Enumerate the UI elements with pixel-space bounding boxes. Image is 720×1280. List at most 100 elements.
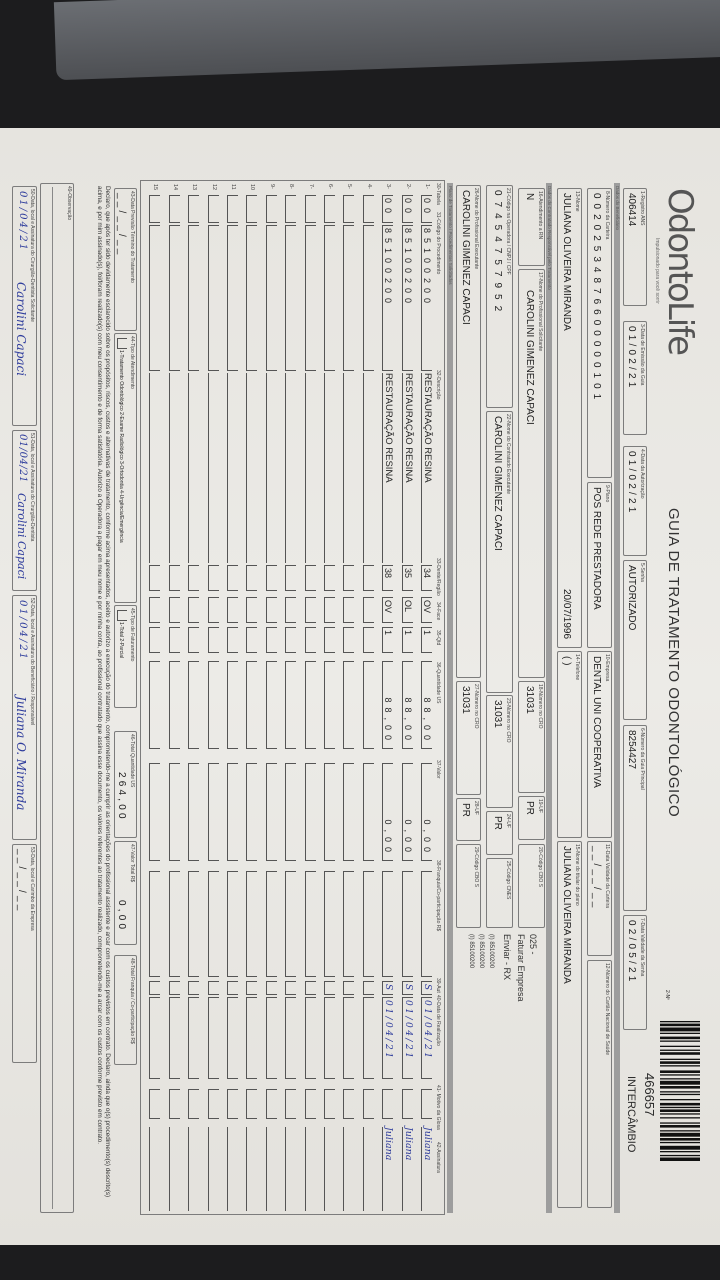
cell-data[interactable] — [227, 997, 238, 1079]
cell-tabela[interactable] — [207, 195, 219, 223]
cell-dente[interactable]: 34 — [421, 565, 432, 591]
cell-codigo[interactable]: 85100200 — [401, 225, 413, 371]
cell-tabela[interactable] — [168, 195, 180, 223]
cell-qtd[interactable] — [149, 627, 161, 653]
cell-dente[interactable] — [149, 565, 161, 591]
cell-us[interactable] — [285, 661, 297, 749]
cell-franquia[interactable] — [362, 871, 374, 977]
cell-us[interactable] — [207, 661, 219, 749]
cell-valor[interactable] — [246, 763, 258, 861]
cell-face[interactable] — [324, 597, 335, 623]
cell-motivo[interactable] — [149, 1089, 161, 1119]
cell-us[interactable] — [149, 661, 161, 749]
cell-codigo[interactable] — [149, 225, 161, 371]
cell-aut[interactable] — [343, 981, 355, 995]
cell-data[interactable]: 01/04/21 — [421, 997, 432, 1079]
cell-qtd[interactable] — [343, 627, 355, 653]
cell-codigo[interactable] — [246, 225, 258, 371]
cell-qtd[interactable] — [362, 627, 374, 653]
cell-qtd[interactable] — [324, 627, 335, 653]
cell-motivo[interactable] — [207, 1089, 219, 1119]
cell-motivo[interactable] — [304, 1089, 316, 1119]
cell-franquia[interactable] — [382, 871, 394, 977]
cell-face[interactable] — [168, 597, 180, 623]
cell-us[interactable] — [304, 661, 316, 749]
cell-aut[interactable]: S — [421, 981, 432, 995]
cell-franquia[interactable] — [285, 871, 297, 977]
cell-face[interactable]: OV — [421, 597, 432, 623]
cell-dente[interactable] — [285, 565, 297, 591]
cell-aut[interactable] — [324, 981, 335, 995]
cell-franquia[interactable] — [246, 871, 258, 977]
cell-qtd[interactable]: 1 — [401, 627, 413, 653]
cell-dente[interactable] — [246, 565, 258, 591]
cell-dente[interactable] — [304, 565, 316, 591]
cell-dente[interactable] — [168, 565, 180, 591]
cell-tabela[interactable] — [265, 195, 277, 223]
cell-motivo[interactable] — [188, 1089, 200, 1119]
cell-codigo[interactable] — [343, 225, 355, 371]
cell-franquia[interactable] — [188, 871, 200, 977]
cell-qtd[interactable] — [265, 627, 277, 653]
cell-qtd[interactable]: 1 — [421, 627, 432, 653]
cell-valor[interactable]: 0,00 — [382, 763, 394, 861]
cell-valor[interactable] — [227, 763, 238, 861]
cell-franquia[interactable] — [168, 871, 180, 977]
cell-tabela[interactable] — [227, 195, 238, 223]
cell-data[interactable] — [168, 997, 180, 1079]
cell-data[interactable] — [285, 997, 297, 1079]
tipo-faturamento-box[interactable] — [117, 610, 127, 621]
cell-face[interactable] — [343, 597, 355, 623]
tipo-atendimento-box[interactable] — [117, 338, 127, 349]
cell-data[interactable] — [265, 997, 277, 1079]
cell-aut[interactable] — [265, 981, 277, 995]
cell-codigo[interactable] — [227, 225, 238, 371]
cell-dente[interactable] — [227, 565, 238, 591]
cell-us[interactable] — [168, 661, 180, 749]
cell-valor[interactable] — [324, 763, 335, 861]
cell-tabela[interactable] — [188, 195, 200, 223]
cell-motivo[interactable] — [265, 1089, 277, 1119]
cell-aut[interactable] — [304, 981, 316, 995]
cell-motivo[interactable] — [324, 1089, 335, 1119]
cell-franquia[interactable] — [304, 871, 316, 977]
cell-tabela[interactable] — [149, 195, 161, 223]
cell-valor[interactable] — [362, 763, 374, 861]
cell-dente[interactable]: 35 — [401, 565, 413, 591]
cell-dente[interactable] — [343, 565, 355, 591]
cell-data[interactable] — [188, 997, 200, 1079]
cell-data[interactable] — [362, 997, 374, 1079]
cell-franquia[interactable] — [265, 871, 277, 977]
cell-qtd[interactable] — [207, 627, 219, 653]
cell-dente[interactable] — [362, 565, 374, 591]
cell-face[interactable] — [362, 597, 374, 623]
cell-qtd[interactable] — [188, 627, 200, 653]
cell-aut[interactable] — [246, 981, 258, 995]
cell-valor[interactable] — [168, 763, 180, 861]
cell-us[interactable] — [188, 661, 200, 749]
cell-codigo[interactable] — [285, 225, 297, 371]
cell-qtd[interactable]: 1 — [382, 627, 394, 653]
cell-dente[interactable] — [265, 565, 277, 591]
cell-franquia[interactable] — [227, 871, 238, 977]
cell-us[interactable]: 88,00 — [382, 661, 394, 749]
cell-face[interactable] — [304, 597, 316, 623]
cell-us[interactable]: 88,00 — [401, 661, 413, 749]
cell-aut[interactable] — [362, 981, 374, 995]
cell-us[interactable]: 88,00 — [421, 661, 432, 749]
cell-data[interactable] — [246, 997, 258, 1079]
cell-dente[interactable]: 38 — [382, 565, 394, 591]
cell-motivo[interactable] — [343, 1089, 355, 1119]
cell-tabela[interactable] — [362, 195, 374, 223]
cell-aut[interactable] — [285, 981, 297, 995]
cell-motivo[interactable] — [362, 1089, 374, 1119]
cell-valor[interactable] — [304, 763, 316, 861]
cell-us[interactable] — [324, 661, 335, 749]
cell-aut[interactable]: S — [382, 981, 394, 995]
cell-face[interactable]: OL — [401, 597, 413, 623]
cell-tabela[interactable] — [304, 195, 316, 223]
cell-face[interactable] — [188, 597, 200, 623]
cell-data[interactable] — [207, 997, 219, 1079]
cell-face[interactable] — [265, 597, 277, 623]
cell-qtd[interactable] — [285, 627, 297, 653]
